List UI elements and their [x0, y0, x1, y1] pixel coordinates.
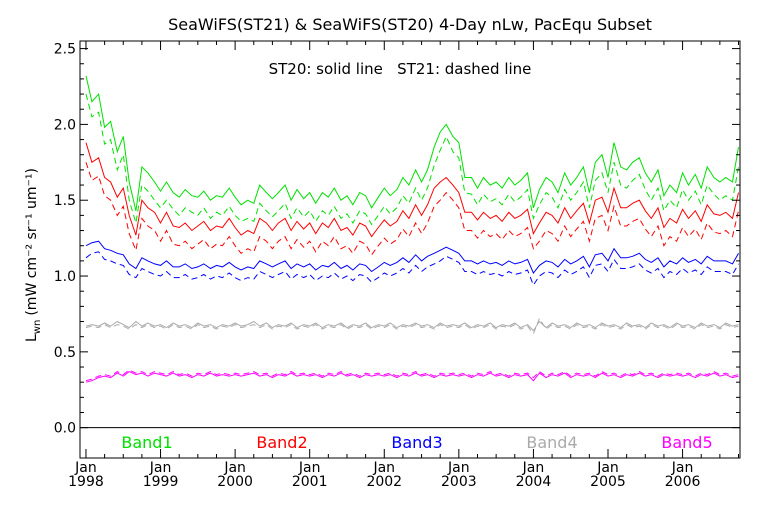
band3-st21-line	[85, 251, 739, 287]
x-axis: Jan1998Jan1999Jan2000Jan2001Jan2002Jan20…	[68, 41, 740, 490]
x-tick-year-label: 2000	[217, 474, 253, 490]
x-tick-year-label: 2006	[665, 474, 701, 490]
chart-subtitle: ST20: solid line ST21: dashed line	[269, 60, 532, 78]
y-tick-label: 1.5	[54, 193, 76, 209]
legend-band3: Band3	[391, 433, 442, 452]
band2-st20-line	[85, 142, 739, 238]
band2-st21-line	[85, 162, 739, 256]
svg-text:Lwn(mW cm⁻² sr⁻¹ um⁻¹): Lwn (mW cm⁻² sr⁻¹ um⁻¹)	[24, 168, 43, 342]
x-tick-month-label: Jan	[447, 460, 470, 476]
x-tick-month-label: Jan	[149, 460, 172, 476]
x-tick-year-label: 2005	[590, 474, 626, 490]
legend-band1: Band1	[121, 433, 172, 452]
series-layer	[85, 75, 739, 383]
y-tick-label: 0.0	[54, 421, 76, 437]
x-tick-year-label: 2001	[292, 474, 328, 490]
y-axis: 0.0 0.5 1.0 1.5 2.0 2.5	[54, 42, 740, 437]
band4-st21-line	[85, 317, 739, 335]
band1-st21-line	[85, 93, 739, 226]
band5-st20-line	[85, 371, 739, 383]
y-tick-label: 0.5	[54, 345, 76, 361]
x-tick-month-label: Jan	[522, 460, 545, 476]
y-tick-label: 2.5	[54, 42, 76, 58]
x-tick-month-label: Jan	[298, 460, 321, 476]
y-axis-label-sub: wn	[32, 320, 43, 335]
y-tick-label: 1.0	[54, 269, 76, 285]
band4-st20-line	[85, 320, 739, 332]
y-tick-label: 2.0	[54, 117, 76, 133]
chart-title: SeaWiFS(ST21) & SeaWiFS(ST20) 4-Day nLw,…	[168, 15, 652, 34]
y-axis-label-units: (mW cm⁻² sr⁻¹ um⁻¹)	[24, 168, 40, 316]
legend-band5: Band5	[661, 433, 712, 452]
x-tick-month-label: Jan	[671, 460, 694, 476]
y-axis-label: Lwn (mW cm⁻² sr⁻¹ um⁻¹)	[24, 168, 43, 342]
x-tick-year-label: 2004	[516, 474, 552, 490]
x-tick-month-label: Jan	[74, 460, 97, 476]
legend-band2: Band2	[256, 433, 307, 452]
x-tick-year-label: 2003	[441, 474, 477, 490]
legend: Band1 Band2 Band3 Band4 Band5	[121, 433, 712, 452]
band3-st20-line	[85, 240, 739, 274]
x-tick-month-label: Jan	[372, 460, 395, 476]
plot-frame	[79, 40, 741, 459]
y-axis-label-main: L	[24, 334, 40, 342]
x-tick-month-label: Jan	[223, 460, 246, 476]
x-tick-year-label: 1999	[143, 474, 179, 490]
x-tick-year-label: 2002	[366, 474, 402, 490]
legend-band4: Band4	[526, 433, 577, 452]
x-tick-year-label: 1998	[68, 474, 104, 490]
x-tick-month-label: Jan	[596, 460, 619, 476]
band5-st21-line	[85, 369, 739, 382]
band1-st20-line	[85, 75, 739, 211]
